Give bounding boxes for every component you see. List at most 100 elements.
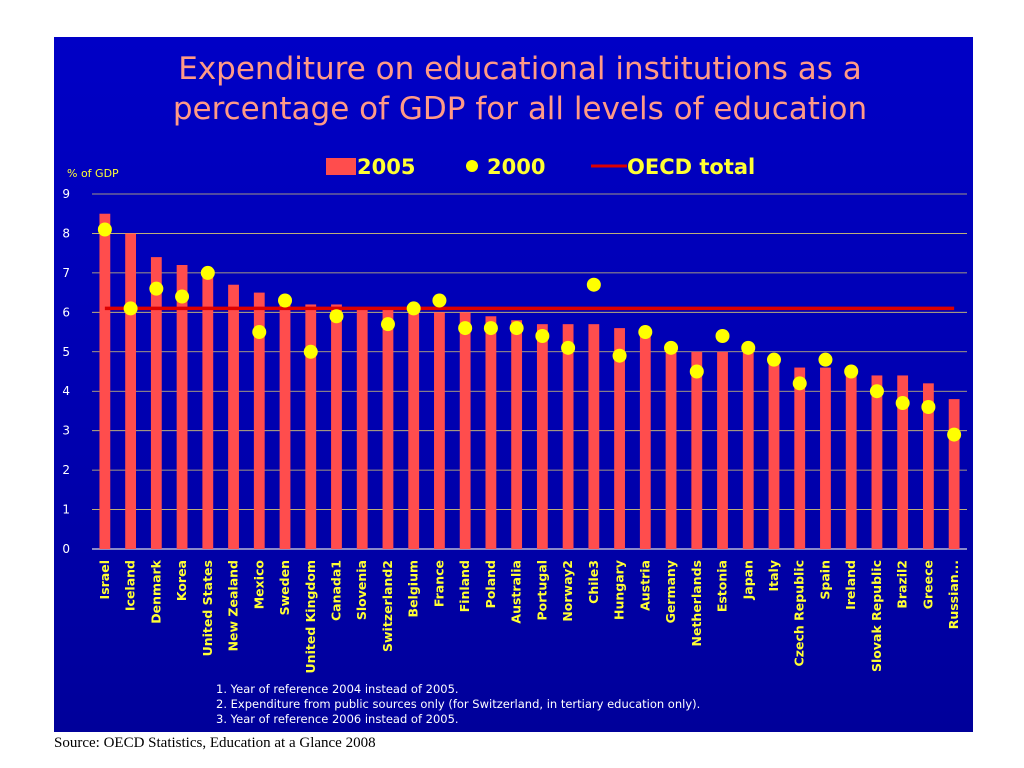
footnotes: 1. Year of reference 2004 instead of 200… — [216, 682, 700, 726]
x-tick-label: Sweden — [277, 560, 292, 615]
bar-2005 — [202, 268, 214, 549]
x-tick-label: Austria — [637, 560, 652, 611]
legend-label-2000: 2000 — [487, 155, 545, 179]
bar-2005 — [536, 324, 548, 549]
x-tick-label: France — [431, 560, 446, 607]
marker-2000 — [509, 321, 524, 336]
x-tick-label: Hungary — [612, 560, 627, 620]
bar-2005 — [845, 371, 857, 549]
x-tick-label: United States — [200, 560, 215, 656]
marker-2000 — [612, 348, 627, 363]
marker-2000 — [844, 364, 859, 379]
x-tick-label: Germany — [663, 560, 678, 623]
y-tick-label: 4 — [62, 384, 70, 398]
marker-2000 — [329, 309, 344, 324]
bar-2005 — [922, 383, 934, 549]
bar-2005 — [614, 328, 625, 549]
marker-2000 — [741, 340, 756, 355]
y-axis-ticks: 0 1 2 3 4 5 6 7 8 9 — [62, 187, 70, 556]
marker-2000 — [535, 329, 550, 343]
x-tick-label: Estonia — [715, 560, 730, 612]
markers-2000 — [97, 222, 962, 442]
marker-2000 — [432, 293, 447, 308]
marker-2000 — [818, 352, 833, 367]
y-axis-label: % of GDP — [67, 167, 119, 180]
bar-2005 — [511, 320, 523, 549]
x-tick-label: Slovak Republic — [869, 560, 884, 672]
bar-2005 — [665, 347, 677, 549]
marker-2000 — [303, 344, 318, 359]
marker-2000 — [149, 281, 164, 296]
bar-2005 — [485, 316, 497, 549]
marker-2000 — [947, 427, 962, 442]
marker-2000 — [97, 222, 112, 237]
chart-title-line-1: Expenditure on educational institutions … — [178, 51, 862, 87]
bar-2005 — [717, 351, 728, 549]
legend: 2005 2000 OECD total — [326, 155, 755, 179]
bar-2005 — [408, 308, 420, 549]
x-tick-label: New Zealand — [226, 560, 241, 651]
legend-swatch-2005 — [326, 158, 356, 175]
x-tick-label: Poland — [483, 560, 498, 608]
marker-2000 — [921, 400, 936, 414]
bar-2005 — [331, 304, 342, 549]
marker-2000 — [715, 329, 730, 343]
y-tick-label: 2 — [62, 463, 70, 477]
chart: Expenditure on educational institutions … — [62, 51, 967, 726]
marker-2000 — [869, 384, 884, 399]
x-axis-labels: Israel Iceland Denmark Korea United States Ne… — [97, 559, 961, 673]
bar-2005 — [305, 304, 317, 549]
x-tick-label: Netherlands — [689, 560, 704, 646]
bar-2005 — [820, 367, 831, 549]
x-tick-label: Brazil2 — [895, 560, 910, 609]
legend-label-oecd: OECD total — [627, 155, 755, 179]
y-tick-label: 1 — [62, 503, 70, 517]
footnote-2: 2. Expenditure from public sources only … — [216, 697, 700, 711]
marker-2000 — [586, 277, 601, 292]
x-tick-label: Mexico — [251, 560, 266, 610]
bar-2005 — [948, 399, 960, 549]
x-tick-label: Canada1 — [328, 560, 343, 621]
x-tick-label: Denmark — [148, 559, 163, 623]
x-tick-label: Russian... — [946, 560, 961, 629]
bar-2005 — [150, 257, 162, 549]
chart-slide: Expenditure on educational institutions … — [54, 37, 973, 732]
y-tick-label: 6 — [62, 305, 70, 319]
marker-2000 — [380, 317, 395, 332]
y-tick-label: 9 — [62, 187, 70, 201]
marker-2000 — [638, 325, 653, 340]
y-tick-label: 3 — [62, 424, 70, 438]
bar-2005 — [639, 332, 651, 549]
y-tick-label: 0 — [62, 542, 70, 556]
bar-2005 — [588, 324, 600, 549]
footnote-3: 3. Year of reference 2006 instead of 200… — [216, 712, 459, 726]
x-tick-label: Iceland — [123, 560, 138, 611]
source-note: Source: OECD Statistics, Education at a … — [54, 735, 376, 751]
bar-2005 — [434, 312, 445, 549]
bar-2005 — [356, 308, 368, 549]
marker-2000 — [406, 301, 421, 316]
gridlines — [92, 193, 967, 550]
bar-2005 — [125, 233, 137, 549]
x-tick-label: Spain — [817, 560, 832, 600]
marker-2000 — [123, 301, 138, 316]
x-tick-label: Slovenia — [354, 560, 369, 620]
x-tick-label: Portugal — [534, 560, 549, 620]
x-tick-label: Italy — [766, 560, 781, 592]
bar-2005 — [768, 363, 780, 549]
marker-2000 — [689, 364, 704, 379]
bar-2005 — [382, 308, 394, 549]
x-tick-label: Australia — [509, 560, 524, 624]
x-tick-label: Norway2 — [560, 560, 575, 622]
x-tick-label: Chile3 — [586, 560, 601, 604]
marker-2000 — [561, 340, 576, 355]
marker-2000 — [792, 376, 807, 391]
x-tick-label: Switzerland2 — [380, 560, 395, 652]
footnote-1: 1. Year of reference 2004 instead of 200… — [216, 682, 459, 696]
bar-2005 — [99, 213, 111, 549]
bar-2005 — [871, 375, 883, 549]
x-tick-label: Belgium — [406, 560, 421, 617]
x-tick-label: Ireland — [843, 560, 858, 610]
x-tick-label: Korea — [174, 560, 189, 601]
bar-2005 — [794, 367, 806, 549]
